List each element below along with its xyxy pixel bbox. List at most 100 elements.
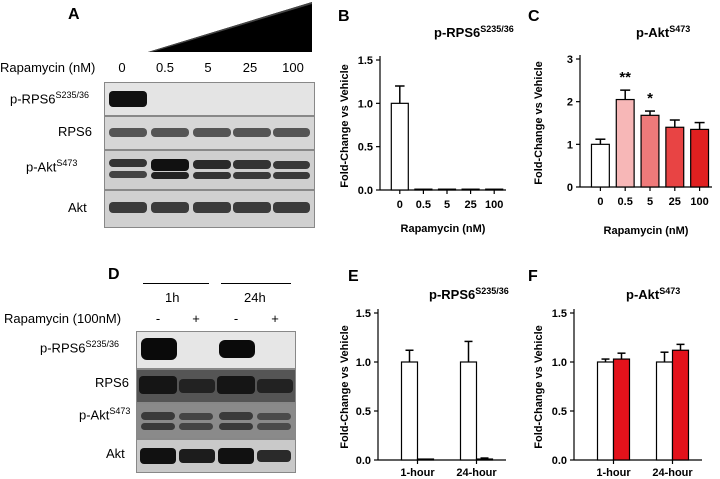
bar xyxy=(475,458,494,461)
x-axis-label: Rapamycin (nM) xyxy=(604,225,689,237)
blot-band xyxy=(151,172,189,179)
blot-band xyxy=(141,423,175,430)
blot-band xyxy=(193,160,231,169)
bar xyxy=(390,102,409,191)
x-tick-label: 100 xyxy=(485,199,503,211)
significance-marker: * xyxy=(647,90,653,107)
blot-label-akt: Akt xyxy=(106,446,125,461)
blot-label-rps6: RPS6 xyxy=(95,375,129,390)
x-tick-label: 0 xyxy=(597,196,603,208)
blot-band xyxy=(257,450,291,462)
blot-strip-p-akt-a xyxy=(104,150,315,190)
blot-band xyxy=(139,376,177,394)
bar xyxy=(400,361,419,461)
x-tick-label: 1-hour xyxy=(596,467,631,479)
y-tick-label: 3 xyxy=(567,54,573,66)
blot-strip-rps6-d xyxy=(136,369,296,403)
y-axis-label: Fold-Change vs Vehicle xyxy=(533,325,545,448)
chart-title: p-RPS6S235/36 xyxy=(434,24,514,40)
blot-label-akt: Akt xyxy=(68,200,87,215)
blot-label-p-akt: p-AktS473 xyxy=(26,158,78,175)
blot-band xyxy=(109,128,147,137)
y-tick-label: 1.0 xyxy=(552,357,567,369)
y-tick-label: 2 xyxy=(567,97,573,109)
blot-band xyxy=(151,202,189,213)
blot-band xyxy=(257,413,291,420)
y-axis-label: Fold-Change vs Vehicle xyxy=(533,61,545,184)
x-tick-label: 0 xyxy=(397,199,403,211)
blot-band xyxy=(257,379,293,393)
x-axis-label: Rapamycin (nM) xyxy=(401,223,486,235)
x-tick-label: 100 xyxy=(690,196,708,208)
bar xyxy=(640,114,660,188)
blot-band xyxy=(219,423,253,430)
panel-letter-e: E xyxy=(348,268,359,285)
x-tick-label: 25 xyxy=(464,199,476,211)
timepoint-bracket-1h xyxy=(143,283,209,284)
panel-letter-b: B xyxy=(338,8,350,25)
bar xyxy=(414,188,433,191)
blot-band xyxy=(179,449,215,463)
x-tick-label: 25 xyxy=(669,196,681,208)
y-axis-label: Fold-Change vs Vehicle xyxy=(339,64,351,187)
panel-letter-f: F xyxy=(528,268,538,285)
x-tick-label: 24-hour xyxy=(456,467,497,479)
panel-letter-d: D xyxy=(108,266,120,283)
blot-band xyxy=(219,412,253,420)
y-tick-label: 1.5 xyxy=(358,55,373,67)
blot-band xyxy=(273,172,310,179)
x-tick-label: 1-hour xyxy=(400,467,435,479)
x-tick-label: 0.5 xyxy=(618,196,633,208)
blot-strip-p-rps6-d xyxy=(136,331,296,369)
x-tick-label: 5 xyxy=(647,196,653,208)
blot-band xyxy=(233,128,271,137)
blot-label-p-rps6: p-RPS6S235/36 xyxy=(10,90,90,107)
blot-band xyxy=(151,128,189,137)
concentration-label: 25 xyxy=(242,60,258,75)
y-tick-label: 0.5 xyxy=(358,142,373,154)
blot-band xyxy=(141,412,175,420)
chart-title: p-RPS6S235/36 xyxy=(429,286,509,302)
blot-band xyxy=(273,202,310,213)
y-tick-label: 0.0 xyxy=(356,455,371,467)
x-tick-label: 24-hour xyxy=(652,467,693,479)
blot-band xyxy=(233,172,271,179)
concentration-label: 0.5 xyxy=(155,60,175,75)
blot-band xyxy=(273,161,310,169)
bar xyxy=(485,188,504,191)
bar xyxy=(612,358,631,461)
chart-f: p-AktS473 Fold-Change vs Vehicle 0.0 0.5 1.0… xyxy=(533,286,702,479)
bar xyxy=(416,458,435,461)
blot-band xyxy=(193,172,231,179)
blot-band xyxy=(179,379,215,393)
blot-band xyxy=(218,448,254,464)
treatment-sign: + xyxy=(271,311,279,326)
treatment-sign: + xyxy=(192,311,200,326)
bar xyxy=(596,361,615,461)
y-tick-label: 1.0 xyxy=(356,357,371,369)
blot-band xyxy=(141,338,177,360)
chart-e: p-RPS6S235/36 Fold-Change vs Vehicle 0.0 0.… xyxy=(339,286,509,479)
y-axis-label: Fold-Change vs Vehicle xyxy=(339,325,351,448)
timepoint-label: 1h xyxy=(165,290,180,305)
y-tick-label: 1 xyxy=(567,139,573,151)
chart-c: p-AktS473 Fold-Change vs Vehicle 0 1 2 3 0 ** 0.… xyxy=(533,24,712,237)
blot-band xyxy=(233,160,271,169)
blot-band xyxy=(193,128,231,137)
blot-strip-p-akt-d xyxy=(136,403,296,439)
blot-band xyxy=(109,91,147,107)
bar xyxy=(615,98,635,188)
y-tick-label: 0.5 xyxy=(356,406,371,418)
blot-band xyxy=(179,413,213,420)
panel-letter-c: C xyxy=(528,8,540,25)
chart-b: p-RPS6S235/36 Fold-Change vs Vehicle 0.0 0.… xyxy=(339,24,514,235)
y-tick-label: 1.0 xyxy=(358,98,373,110)
blot-band xyxy=(179,423,213,430)
blot-band xyxy=(219,340,255,358)
blot-band xyxy=(217,376,255,394)
bar xyxy=(665,126,685,188)
bar xyxy=(461,188,480,191)
blot-band xyxy=(257,423,291,430)
y-tick-label: 0.5 xyxy=(552,406,567,418)
x-tick-label: 5 xyxy=(444,199,450,211)
